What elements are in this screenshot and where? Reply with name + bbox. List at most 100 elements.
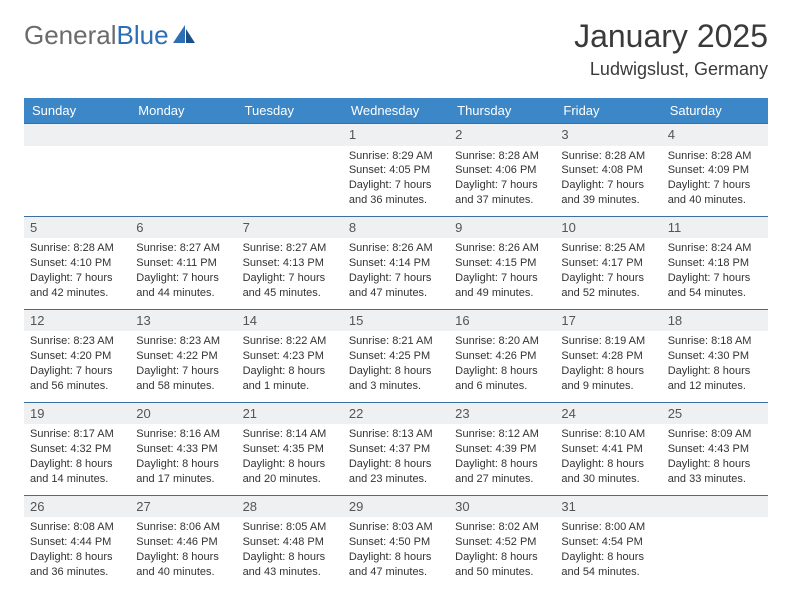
page-title: January 2025 (574, 18, 768, 55)
day-number: 26 (24, 496, 130, 518)
day-number (662, 496, 768, 518)
daylight-text: Daylight: 7 hours and 36 minutes. (349, 178, 443, 208)
sunset-text: Sunset: 4:13 PM (243, 256, 337, 271)
calendar-day-cell: 2Sunrise: 8:28 AMSunset: 4:06 PMDaylight… (449, 124, 555, 217)
daylight-text: Daylight: 7 hours and 44 minutes. (136, 271, 230, 301)
daylight-text: Daylight: 8 hours and 1 minute. (243, 364, 337, 394)
day-header-row: SundayMondayTuesdayWednesdayThursdayFrid… (24, 98, 768, 124)
sunset-text: Sunset: 4:41 PM (561, 442, 655, 457)
sunset-text: Sunset: 4:06 PM (455, 163, 549, 178)
sunrise-text: Sunrise: 8:14 AM (243, 427, 337, 442)
sunset-text: Sunset: 4:22 PM (136, 349, 230, 364)
day-number: 30 (449, 496, 555, 518)
calendar-day-cell: 28Sunrise: 8:05 AMSunset: 4:48 PMDayligh… (237, 495, 343, 587)
sunrise-text: Sunrise: 8:16 AM (136, 427, 230, 442)
day-number: 21 (237, 403, 343, 425)
sunrise-text: Sunrise: 8:00 AM (561, 520, 655, 535)
calendar-day-cell: 30Sunrise: 8:02 AMSunset: 4:52 PMDayligh… (449, 495, 555, 587)
sunset-text: Sunset: 4:46 PM (136, 535, 230, 550)
calendar-day-cell: 16Sunrise: 8:20 AMSunset: 4:26 PMDayligh… (449, 309, 555, 402)
sunset-text: Sunset: 4:37 PM (349, 442, 443, 457)
daylight-text: Daylight: 8 hours and 47 minutes. (349, 550, 443, 580)
sunset-text: Sunset: 4:43 PM (668, 442, 762, 457)
calendar-day-cell: 8Sunrise: 8:26 AMSunset: 4:14 PMDaylight… (343, 216, 449, 309)
daylight-text: Daylight: 7 hours and 47 minutes. (349, 271, 443, 301)
sunrise-text: Sunrise: 8:13 AM (349, 427, 443, 442)
calendar-day-cell: 26Sunrise: 8:08 AMSunset: 4:44 PMDayligh… (24, 495, 130, 587)
sunrise-text: Sunrise: 8:26 AM (349, 241, 443, 256)
calendar-day-cell: 12Sunrise: 8:23 AMSunset: 4:20 PMDayligh… (24, 309, 130, 402)
sunrise-text: Sunrise: 8:27 AM (136, 241, 230, 256)
day-number: 11 (662, 217, 768, 239)
sunrise-text: Sunrise: 8:12 AM (455, 427, 549, 442)
calendar-day-cell: 23Sunrise: 8:12 AMSunset: 4:39 PMDayligh… (449, 402, 555, 495)
day-number (237, 124, 343, 146)
calendar-day-cell: 18Sunrise: 8:18 AMSunset: 4:30 PMDayligh… (662, 309, 768, 402)
daylight-text: Daylight: 8 hours and 20 minutes. (243, 457, 337, 487)
sunset-text: Sunset: 4:15 PM (455, 256, 549, 271)
calendar-day-cell: 25Sunrise: 8:09 AMSunset: 4:43 PMDayligh… (662, 402, 768, 495)
sunset-text: Sunset: 4:30 PM (668, 349, 762, 364)
sunset-text: Sunset: 4:17 PM (561, 256, 655, 271)
day-number: 1 (343, 124, 449, 146)
sunrise-text: Sunrise: 8:21 AM (349, 334, 443, 349)
calendar-day-cell: 17Sunrise: 8:19 AMSunset: 4:28 PMDayligh… (555, 309, 661, 402)
daylight-text: Daylight: 8 hours and 33 minutes. (668, 457, 762, 487)
sunrise-text: Sunrise: 8:09 AM (668, 427, 762, 442)
calendar-day-cell: 14Sunrise: 8:22 AMSunset: 4:23 PMDayligh… (237, 309, 343, 402)
brand-part2: Blue (117, 20, 169, 50)
sunset-text: Sunset: 4:10 PM (30, 256, 124, 271)
sunrise-text: Sunrise: 8:28 AM (561, 149, 655, 164)
brand-text: GeneralBlue (24, 22, 169, 48)
sunrise-text: Sunrise: 8:19 AM (561, 334, 655, 349)
calendar-head: SundayMondayTuesdayWednesdayThursdayFrid… (24, 98, 768, 124)
day-header: Monday (130, 98, 236, 124)
day-header: Saturday (662, 98, 768, 124)
daylight-text: Daylight: 7 hours and 58 minutes. (136, 364, 230, 394)
sunrise-text: Sunrise: 8:23 AM (136, 334, 230, 349)
daylight-text: Daylight: 7 hours and 40 minutes. (668, 178, 762, 208)
calendar-week-row: 26Sunrise: 8:08 AMSunset: 4:44 PMDayligh… (24, 495, 768, 587)
day-header: Sunday (24, 98, 130, 124)
calendar-day-cell: 22Sunrise: 8:13 AMSunset: 4:37 PMDayligh… (343, 402, 449, 495)
sunrise-text: Sunrise: 8:03 AM (349, 520, 443, 535)
sunset-text: Sunset: 4:52 PM (455, 535, 549, 550)
day-header: Wednesday (343, 98, 449, 124)
day-number: 13 (130, 310, 236, 332)
day-number: 8 (343, 217, 449, 239)
sunset-text: Sunset: 4:20 PM (30, 349, 124, 364)
daylight-text: Daylight: 7 hours and 49 minutes. (455, 271, 549, 301)
sunrise-text: Sunrise: 8:26 AM (455, 241, 549, 256)
calendar-day-cell: 3Sunrise: 8:28 AMSunset: 4:08 PMDaylight… (555, 124, 661, 217)
daylight-text: Daylight: 8 hours and 9 minutes. (561, 364, 655, 394)
calendar-empty-cell (662, 495, 768, 587)
daylight-text: Daylight: 8 hours and 50 minutes. (455, 550, 549, 580)
sunset-text: Sunset: 4:05 PM (349, 163, 443, 178)
calendar-empty-cell (237, 124, 343, 217)
calendar-day-cell: 7Sunrise: 8:27 AMSunset: 4:13 PMDaylight… (237, 216, 343, 309)
sunset-text: Sunset: 4:25 PM (349, 349, 443, 364)
sunset-text: Sunset: 4:54 PM (561, 535, 655, 550)
day-number: 12 (24, 310, 130, 332)
sunset-text: Sunset: 4:50 PM (349, 535, 443, 550)
day-number: 24 (555, 403, 661, 425)
day-number: 16 (449, 310, 555, 332)
sunrise-text: Sunrise: 8:29 AM (349, 149, 443, 164)
daylight-text: Daylight: 8 hours and 54 minutes. (561, 550, 655, 580)
sunrise-text: Sunrise: 8:24 AM (668, 241, 762, 256)
calendar-day-cell: 4Sunrise: 8:28 AMSunset: 4:09 PMDaylight… (662, 124, 768, 217)
calendar-week-row: 5Sunrise: 8:28 AMSunset: 4:10 PMDaylight… (24, 216, 768, 309)
calendar-page: GeneralBlue January 2025 Ludwigslust, Ge… (0, 0, 792, 598)
day-header: Tuesday (237, 98, 343, 124)
day-number (24, 124, 130, 146)
sunrise-text: Sunrise: 8:08 AM (30, 520, 124, 535)
calendar-empty-cell (130, 124, 236, 217)
daylight-text: Daylight: 7 hours and 54 minutes. (668, 271, 762, 301)
day-number: 6 (130, 217, 236, 239)
sunset-text: Sunset: 4:09 PM (668, 163, 762, 178)
day-number: 20 (130, 403, 236, 425)
calendar-body: 1Sunrise: 8:29 AMSunset: 4:05 PMDaylight… (24, 124, 768, 588)
sunrise-text: Sunrise: 8:25 AM (561, 241, 655, 256)
calendar-day-cell: 6Sunrise: 8:27 AMSunset: 4:11 PMDaylight… (130, 216, 236, 309)
sunrise-text: Sunrise: 8:28 AM (668, 149, 762, 164)
